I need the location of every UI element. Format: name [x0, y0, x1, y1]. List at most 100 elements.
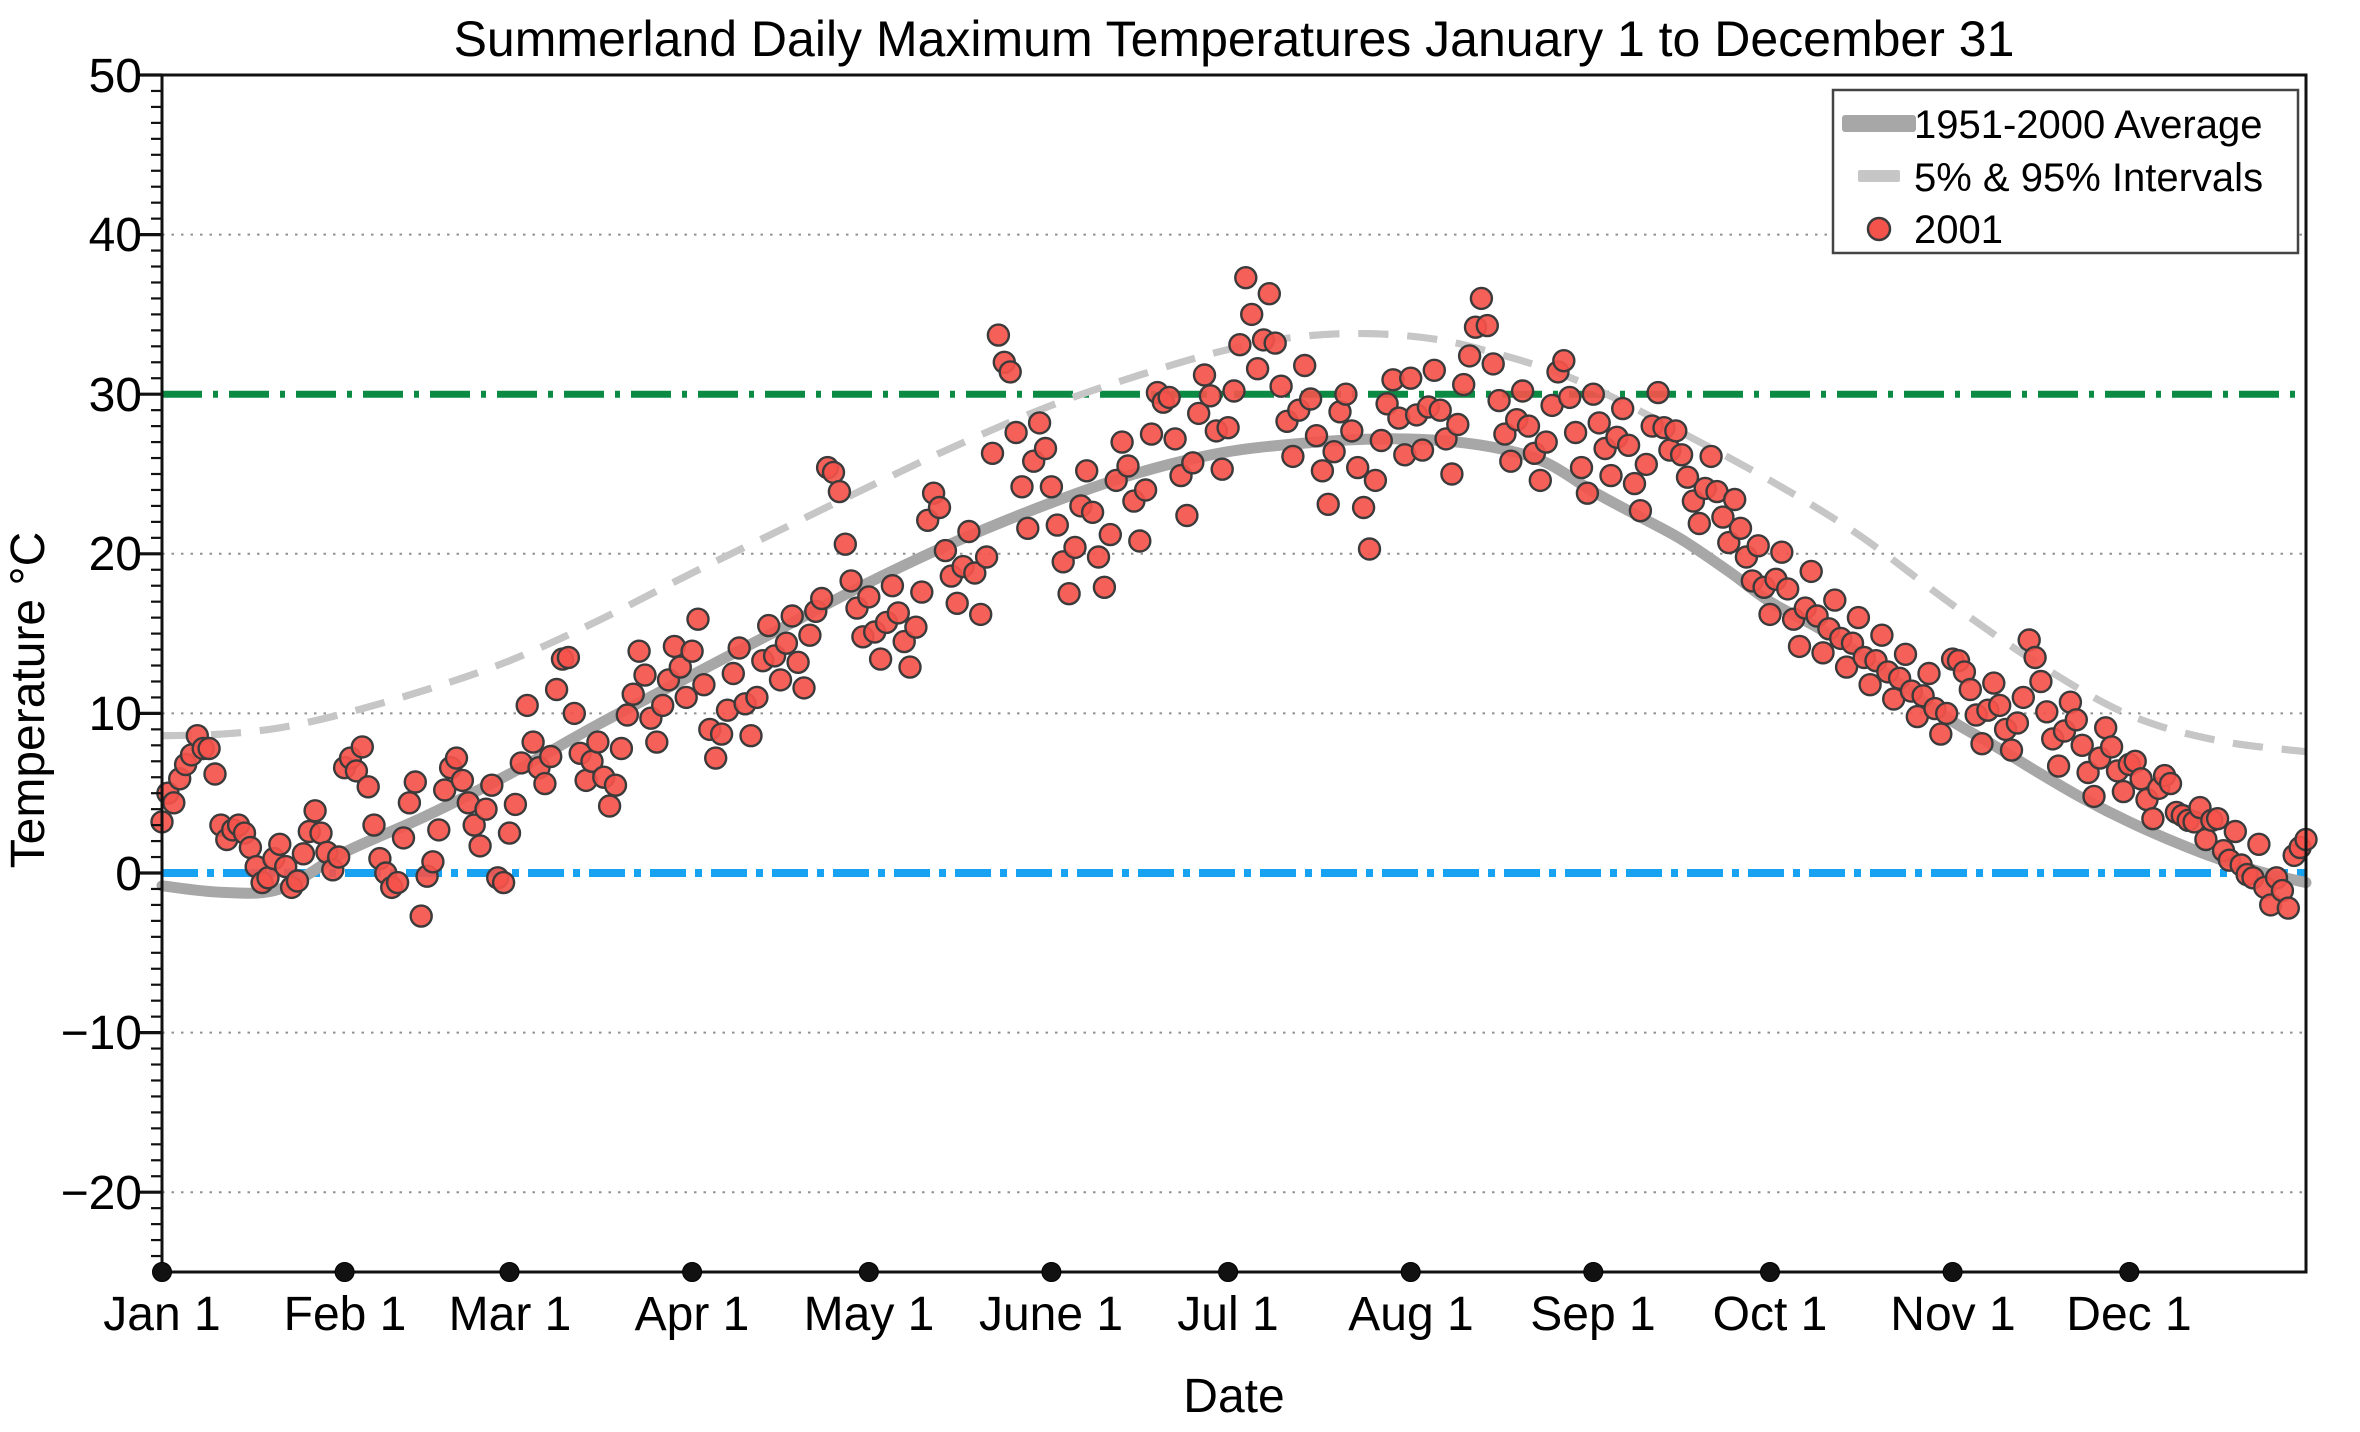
- scatter-point: [1116, 454, 1140, 478]
- scatter-point: [1198, 384, 1223, 408]
- scatter-point: [1722, 487, 1747, 512]
- scatter-point: [1080, 500, 1105, 524]
- scatter-point: [1428, 398, 1452, 422]
- scatter-point: [2029, 669, 2053, 694]
- chart-layers: [140, 73, 2318, 1282]
- scatter-point: [1846, 605, 1871, 630]
- scatter-point: [1799, 559, 1823, 584]
- scatter-point: [285, 869, 310, 893]
- scatter-point: [1758, 602, 1782, 627]
- scatter-point: [1746, 534, 1770, 558]
- scatter-point: [998, 360, 1022, 384]
- scatter-point: [1033, 436, 1058, 461]
- scatter-point: [957, 519, 981, 544]
- x-tick-label-nov: Nov 1: [1890, 1288, 2015, 1341]
- scatter-point: [1027, 411, 1052, 435]
- x-tick-label-may: May 1: [804, 1288, 935, 1341]
- x-tick-dot-Sep1: [1583, 1262, 1604, 1282]
- scatter-point: [497, 821, 522, 845]
- scatter-point: [1675, 465, 1700, 489]
- scatter-point: [356, 775, 380, 799]
- scatter-point: [1263, 331, 1287, 355]
- scatter-point: [868, 647, 893, 671]
- y-axis-title: Temperature °C: [2, 532, 55, 869]
- scatter-point: [444, 746, 469, 770]
- scatter-point: [597, 794, 622, 818]
- scatter-point: [503, 792, 528, 817]
- scatter-point: [450, 768, 475, 793]
- x-tick-dot-Apr1: [682, 1262, 703, 1282]
- x-axis-title: Date: [1183, 1370, 1284, 1423]
- scatter-point: [1711, 505, 1735, 529]
- scatter-point: [1092, 575, 1117, 599]
- scatter-point: [409, 904, 433, 928]
- scatter-point: [1610, 396, 1635, 421]
- scatter-point: [1469, 286, 1494, 311]
- scatter-point: [1552, 349, 1576, 373]
- scatter-point: [544, 677, 569, 702]
- scatter-point: [238, 835, 263, 860]
- scatter-point: [1110, 430, 1134, 454]
- scatter-point: [2247, 832, 2271, 856]
- scatter-point: [904, 615, 928, 639]
- scatter-point: [1363, 468, 1388, 493]
- scatter-point: [1987, 693, 2012, 718]
- legend-swatch-2001-dot: [1866, 216, 1892, 242]
- scatter-point: [1775, 577, 1800, 601]
- scatter-point: [1410, 438, 1435, 462]
- scatter-point: [1340, 419, 1364, 443]
- scatter-point: [1298, 387, 1323, 411]
- scatter-point: [1999, 738, 2024, 762]
- scatter-point: [1451, 372, 1476, 397]
- scatter-point: [1575, 481, 1600, 505]
- y-tick-label-m10: −10: [61, 1007, 142, 1060]
- scatter-point: [1499, 449, 1523, 473]
- chart-title: Summerland Daily Maximum Temperatures Ja…: [454, 11, 2015, 67]
- scatter-point: [739, 724, 763, 748]
- scatter-point: [1917, 661, 1941, 686]
- scatter-point: [1687, 511, 1712, 536]
- scatter-point: [721, 661, 745, 686]
- x-tick-label-feb: Feb 1: [284, 1288, 407, 1341]
- scatter-point: [2111, 779, 2136, 804]
- scatter-point: [1616, 433, 1641, 457]
- scatter-point: [1181, 451, 1205, 475]
- scatter-point: [1228, 333, 1252, 357]
- scatter-point: [2064, 708, 2089, 732]
- y-tick-label-20: 20: [89, 528, 142, 581]
- x-tick-label-mar: Mar 1: [449, 1288, 572, 1341]
- scatter-point: [1834, 655, 1859, 679]
- scatter-point: [1398, 366, 1423, 390]
- scatter-point: [645, 730, 669, 754]
- scatter-point: [433, 778, 457, 802]
- scatter-point: [586, 730, 610, 754]
- scatter-point: [780, 604, 804, 628]
- scatter-point: [1728, 516, 1753, 540]
- scatter-point: [1557, 385, 1582, 410]
- scatter-point: [1646, 380, 1670, 405]
- scatter-point: [1581, 382, 1606, 406]
- scatter-point: [969, 602, 993, 627]
- scatter-point: [291, 842, 316, 866]
- scatter-point: [468, 834, 492, 858]
- scatter-point: [2023, 645, 2047, 670]
- scatter-point: [1269, 374, 1293, 398]
- scatter-point: [1163, 427, 1187, 451]
- legend-label-2001: 2001: [1914, 208, 2003, 252]
- scatter-point: [1516, 414, 1541, 438]
- scatter-point: [309, 821, 333, 845]
- y-tick-label-0: 0: [115, 848, 142, 901]
- scatter-point: [2070, 733, 2094, 757]
- scatter-point: [1569, 455, 1594, 480]
- x-tick-label-jul: Jul 1: [1177, 1288, 1278, 1341]
- scatter-point: [397, 791, 422, 815]
- x-tick-dot-Dec1: [2119, 1262, 2140, 1282]
- scatter-point: [1222, 379, 1246, 403]
- scatter-point: [2005, 711, 2030, 735]
- scatter-point: [674, 685, 698, 710]
- scatter-point: [933, 538, 958, 563]
- scatter-point: [1239, 302, 1264, 327]
- scatter-point: [963, 561, 987, 585]
- scatter-point: [1310, 459, 1335, 483]
